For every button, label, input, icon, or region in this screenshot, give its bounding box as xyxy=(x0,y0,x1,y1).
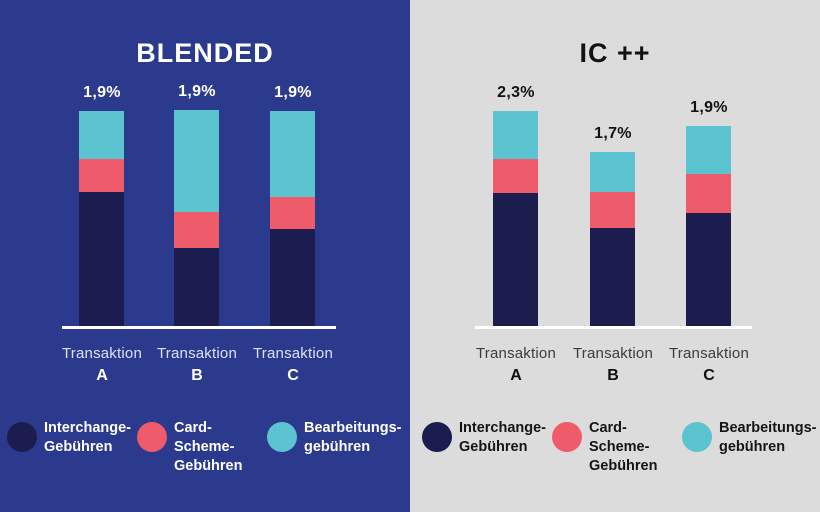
stacked-bar-c xyxy=(270,111,315,326)
category-word: Transaktion xyxy=(572,345,653,362)
segment-interchange xyxy=(686,213,731,326)
category-letter: B xyxy=(607,367,619,384)
segment-interchange xyxy=(590,228,635,326)
legend-label-bearbeitung: Bearbeitungs-gebühren xyxy=(719,419,817,457)
legend-label-line1: Card-Scheme- xyxy=(589,420,650,455)
category-letter: C xyxy=(703,367,715,384)
bar-total-label: 1,7% xyxy=(594,125,632,142)
panel-title-blended: BLENDED xyxy=(136,38,274,68)
legend-label-bearbeitung: Bearbeitungs-gebühren xyxy=(304,419,402,457)
segment-interchange xyxy=(493,193,538,326)
legend-label-line2: Gebühren xyxy=(589,458,658,474)
category-word: Transaktion xyxy=(61,345,142,362)
legend-label-line2: gebühren xyxy=(304,439,371,455)
category-word: Transaktion xyxy=(252,345,333,362)
category-letter: A xyxy=(510,367,522,384)
category-label: Transaktion A xyxy=(461,345,571,385)
legend-label-line1: Bearbeitungs- xyxy=(719,420,817,436)
legend-item-interchange: Interchange- Gebühren xyxy=(7,419,137,476)
legend: Interchange- Gebühren Card-Scheme- Gebühre… xyxy=(7,419,402,476)
segment-card_scheme xyxy=(590,192,635,228)
bearbeitung-color-dot-icon xyxy=(682,422,712,452)
panel-title-ic-plus-plus: IC ++ xyxy=(579,38,651,68)
legend-label-line1: Bearbeitungs- xyxy=(304,420,402,436)
category-label: Transaktion B xyxy=(142,345,252,385)
segment-card_scheme xyxy=(270,197,315,229)
segment-interchange xyxy=(79,192,124,326)
segment-bearbeitung xyxy=(174,110,219,212)
legend-label-line2: Gebühren xyxy=(44,439,113,455)
legend-label-line2: gebühren xyxy=(719,439,786,455)
bar-total-label: 1,9% xyxy=(83,84,121,101)
category-label: Transaktion A xyxy=(47,345,157,385)
segment-interchange xyxy=(270,229,315,326)
ic-plus-plus-panel: IC ++ Interchange- Gebühren Card-Scheme- G… xyxy=(410,0,820,512)
stacked-bar-a xyxy=(79,111,124,326)
legend-label-card-scheme: Card-Scheme- Gebühren xyxy=(589,419,682,476)
segment-bearbeitung xyxy=(590,152,635,192)
stacked-bar-b xyxy=(590,152,635,326)
bar-total-label: 2,3% xyxy=(497,84,535,101)
legend-item-card-scheme: Card-Scheme- Gebühren xyxy=(552,419,682,476)
bar-total-label: 1,9% xyxy=(274,84,312,101)
blended-panel: BLENDED Interchange- Gebühren Card-Scheme… xyxy=(0,0,410,512)
segment-interchange xyxy=(174,248,219,326)
stacked-bar-b xyxy=(174,110,219,326)
legend-item-card-scheme: Card-Scheme- Gebühren xyxy=(137,419,267,476)
card-scheme-color-dot-icon xyxy=(137,422,167,452)
legend-label-interchange: Interchange- Gebühren xyxy=(459,419,546,457)
segment-card_scheme xyxy=(493,159,538,193)
legend-label-line2: Gebühren xyxy=(459,439,528,455)
interchange-color-dot-icon xyxy=(7,422,37,452)
category-word: Transaktion xyxy=(668,345,749,362)
legend: Interchange- Gebühren Card-Scheme- Gebühre… xyxy=(422,419,817,476)
segment-bearbeitung xyxy=(686,126,731,174)
card-scheme-color-dot-icon xyxy=(552,422,582,452)
legend-item-interchange: Interchange- Gebühren xyxy=(422,419,552,476)
axis-baseline xyxy=(62,326,336,329)
legend-item-bearbeitung: Bearbeitungs-gebühren xyxy=(267,419,402,476)
bar-total-label: 1,9% xyxy=(690,99,728,116)
segment-card_scheme xyxy=(174,212,219,248)
category-label: Transaktion B xyxy=(558,345,668,385)
axis-baseline xyxy=(475,326,752,329)
legend-label-line2: Gebühren xyxy=(174,458,243,474)
stacked-bar-a xyxy=(493,111,538,326)
bearbeitung-color-dot-icon xyxy=(267,422,297,452)
segment-bearbeitung xyxy=(79,111,124,159)
legend-item-bearbeitung: Bearbeitungs-gebühren xyxy=(682,419,817,476)
interchange-color-dot-icon xyxy=(422,422,452,452)
legend-label-line1: Interchange- xyxy=(459,420,547,436)
category-label: Transaktion C xyxy=(654,345,764,385)
bar-total-label: 1,9% xyxy=(178,83,216,100)
segment-bearbeitung xyxy=(270,111,315,197)
category-word: Transaktion xyxy=(475,345,556,362)
legend-label-interchange: Interchange- Gebühren xyxy=(44,419,131,457)
category-word: Transaktion xyxy=(156,345,237,362)
category-letter: A xyxy=(96,367,108,384)
stacked-bar-c xyxy=(686,126,731,326)
segment-card_scheme xyxy=(79,159,124,192)
category-letter: C xyxy=(287,367,299,384)
category-letter: B xyxy=(191,367,203,384)
segment-card_scheme xyxy=(686,174,731,213)
legend-label-line1: Card-Scheme- xyxy=(174,420,235,455)
category-label: Transaktion C xyxy=(238,345,348,385)
legend-label-card-scheme: Card-Scheme- Gebühren xyxy=(174,419,267,476)
segment-bearbeitung xyxy=(493,111,538,159)
legend-label-line1: Interchange- xyxy=(44,420,132,436)
